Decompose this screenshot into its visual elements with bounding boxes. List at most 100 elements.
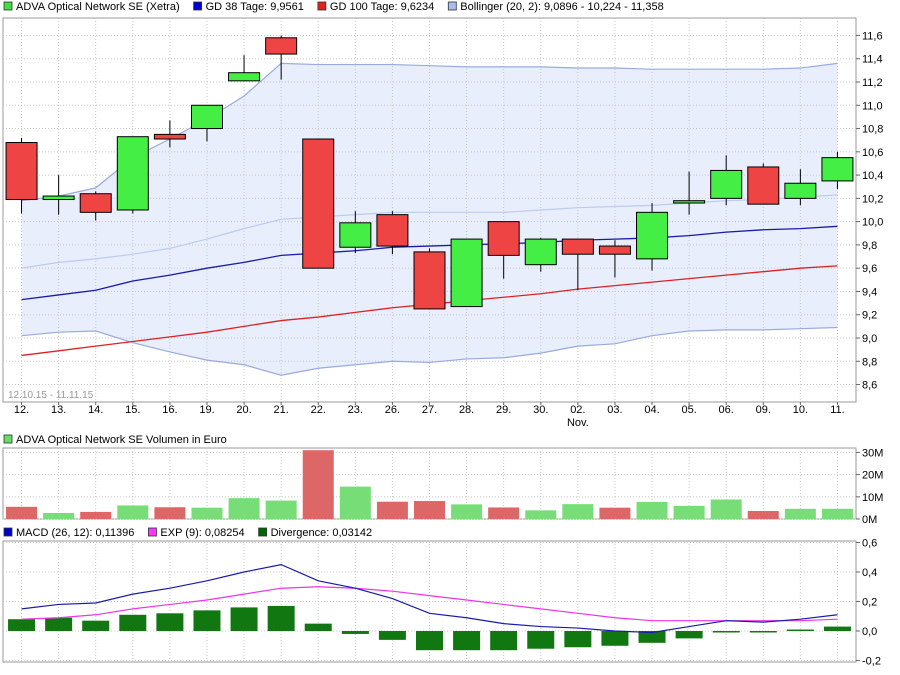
divergence-bar [638, 631, 666, 643]
x-tick-label: 06. [719, 404, 734, 416]
0-ytick-label: 9,0 [862, 333, 877, 345]
divergence-bar [601, 631, 629, 646]
volume-bar [265, 500, 297, 519]
candle-body [673, 200, 706, 204]
x-tick-label: 03. [607, 404, 622, 416]
x-tick-label: 11. [830, 404, 844, 416]
volume-bar [339, 486, 371, 519]
x-tick-label: 15. [125, 404, 140, 416]
divergence-bar [712, 631, 740, 633]
candle-body [747, 166, 780, 205]
divergence-bar [45, 617, 73, 632]
divergence-bar [453, 631, 481, 651]
price-legend-label: GD 38 Tage: 9,9561 [206, 1, 304, 13]
0-ytick-label: 10,4 [862, 170, 883, 182]
macd-line [21, 563, 838, 634]
candle-body [598, 245, 631, 255]
volume-bar [80, 511, 112, 519]
0-ytick-label: 9,6 [862, 263, 877, 275]
candle-body [79, 193, 112, 213]
price-legend-label: Bollinger (20, 2): 9,0896 - 10,224 - 11,… [460, 1, 663, 13]
volume-bar [747, 511, 779, 519]
x-tick-label: 05. [681, 404, 696, 416]
x-tick-label: 10. [793, 404, 808, 416]
2-ytick-label: -0,2 [862, 656, 881, 668]
1-ytick-label: 30M [862, 447, 883, 459]
candle-body [413, 251, 446, 310]
x-tick-label: 20. [236, 404, 251, 416]
x-tick-label: 13. [51, 404, 66, 416]
candle-body [5, 142, 38, 201]
volume-bar [228, 498, 260, 519]
divergence-bar [8, 619, 36, 632]
macd-legend-label: Divergence: 0,03142 [271, 527, 373, 539]
1-ytick-label: 20M [862, 470, 883, 482]
candle-body [450, 238, 483, 308]
divergence-bar [341, 631, 369, 634]
divergence-bar [823, 626, 851, 632]
volume-legend-swatch [3, 434, 13, 444]
x-tick-label: 27. [422, 404, 437, 416]
macd-legend-label: EXP (9): 0,08254 [160, 527, 244, 539]
volume-legend-label: ADVA Optical Network SE Volumen in Euro [16, 434, 227, 446]
price-legend-swatch [447, 1, 457, 11]
candle-body [302, 138, 335, 269]
candle-body [190, 104, 223, 130]
0-ytick-label: 8,8 [862, 356, 877, 368]
x-tick-label: 02. [570, 404, 585, 416]
0-ytick-label: 11,0 [862, 100, 883, 112]
divergence-bar [267, 605, 295, 632]
volume-bar [599, 507, 631, 519]
volume-bar [525, 510, 557, 519]
divergence-bar [416, 631, 443, 651]
2-ytick-label: 0,0 [862, 626, 877, 638]
volume-bar [451, 504, 483, 519]
0-ytick-label: 11,4 [862, 54, 883, 66]
volume-bar [821, 508, 853, 519]
divergence-bar [304, 623, 332, 632]
bollinger-upper-line [21, 62, 838, 202]
volume-bar [562, 504, 594, 519]
0-ytick-label: 8,6 [862, 380, 877, 392]
candle-body [636, 211, 669, 260]
divergence-bar [156, 613, 184, 632]
divergence-bar [786, 629, 814, 632]
1-ytick-label: 10M [862, 492, 883, 504]
candle-body [116, 136, 149, 211]
date-range-label: 12.10.15 - 11.11.15 [8, 390, 94, 401]
x-tick-label: 04. [644, 404, 659, 416]
0-ytick-label: 10,0 [862, 217, 883, 229]
candle-body [821, 157, 854, 182]
x-tick-label: 21. [274, 404, 289, 416]
candle-body [784, 182, 817, 199]
volume-bar [488, 507, 520, 519]
candle-body [42, 195, 75, 201]
candle-body [524, 238, 557, 266]
divergence-bar [230, 607, 258, 632]
volume-bar [784, 508, 816, 519]
divergence-bar [119, 614, 147, 632]
2-ytick-label: 0,6 [862, 537, 877, 549]
candle-body [376, 214, 409, 247]
price-legend-swatch [3, 1, 13, 11]
gd38-line [21, 225, 838, 301]
candle-body [153, 133, 186, 140]
0-ytick-label: 11,2 [862, 77, 883, 89]
x-tick-label: 26. [385, 404, 400, 416]
volume-bar [673, 505, 705, 519]
volume-bar [6, 506, 38, 519]
candle-body [228, 72, 261, 82]
candle-body [710, 169, 743, 199]
price-legend-label: ADVA Optical Network SE (Xetra) [16, 1, 180, 13]
divergence-bar [193, 610, 221, 632]
divergence-bar [82, 620, 110, 632]
divergence-bar [675, 631, 703, 639]
macd-legend-swatch [258, 527, 268, 537]
candle-body [265, 37, 298, 55]
0-ytick-label: 10,8 [862, 124, 883, 136]
volume-bar [117, 505, 149, 519]
x-tick-label: 30. [533, 404, 548, 416]
volume-bar [191, 507, 223, 519]
0-ytick-label: 9,4 [862, 286, 877, 298]
